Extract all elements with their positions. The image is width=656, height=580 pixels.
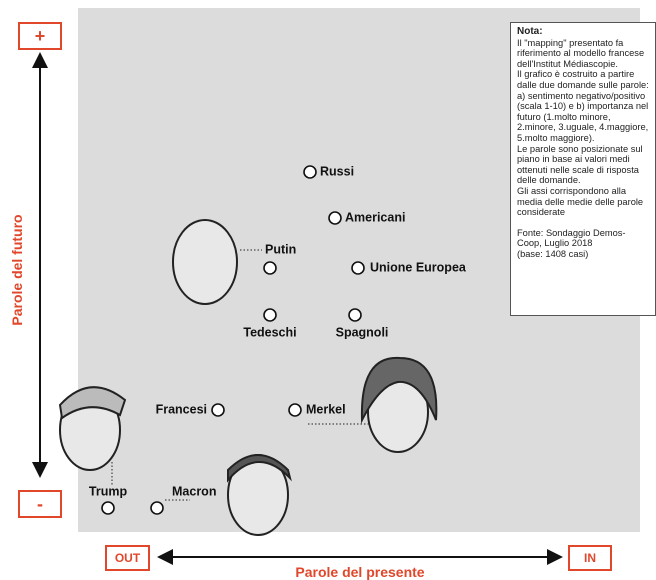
note-source: Fonte: Sondaggio Demos-Coop, Luglio 2018	[517, 227, 626, 249]
word-point	[150, 501, 164, 515]
word-point	[348, 308, 362, 322]
leader-lines	[111, 249, 370, 501]
word-label: Macron	[172, 484, 216, 498]
axis-left: OUT	[105, 545, 150, 571]
note: Nota: Il "mapping" presentato fa riferim…	[510, 22, 656, 316]
note-paragraph: Le parole sono posizionate sul piano in …	[517, 143, 643, 186]
word-point	[263, 308, 277, 322]
portrait	[58, 219, 438, 536]
note-paragraph: Gli assi corrispondono alla media delle …	[517, 185, 644, 218]
y-axis-label: Parole del futuro	[9, 214, 25, 326]
note-source: (base: 1408 casi)	[517, 248, 589, 259]
word-label: Unione Europea	[370, 260, 467, 274]
word-point	[101, 501, 115, 515]
word-point	[328, 211, 342, 225]
word-label: Russi	[320, 164, 354, 178]
word-point	[288, 403, 302, 417]
word-label: Francesi	[156, 402, 207, 416]
word-label: Trump	[89, 484, 128, 498]
note-paragraph: Il grafico è costruito a partire dalle d…	[517, 69, 649, 143]
word-point	[303, 165, 317, 179]
word-label: Spagnoli	[336, 325, 389, 339]
axis-top: +	[18, 22, 62, 50]
word-point	[263, 261, 277, 275]
axis-right: IN	[568, 545, 612, 571]
word-point	[211, 403, 225, 417]
note-title: Nota:	[517, 26, 543, 37]
axis-bottom: -	[18, 490, 62, 518]
word-label: Merkel	[306, 402, 346, 416]
word-label: Americani	[345, 210, 405, 224]
word-point	[351, 261, 365, 275]
note-paragraph: Il "mapping" presentato fa riferimento a…	[517, 37, 645, 69]
word-label: Tedeschi	[243, 325, 296, 339]
x-axis-label: Parole del presente	[295, 564, 425, 580]
word-label: Putin	[265, 242, 296, 256]
